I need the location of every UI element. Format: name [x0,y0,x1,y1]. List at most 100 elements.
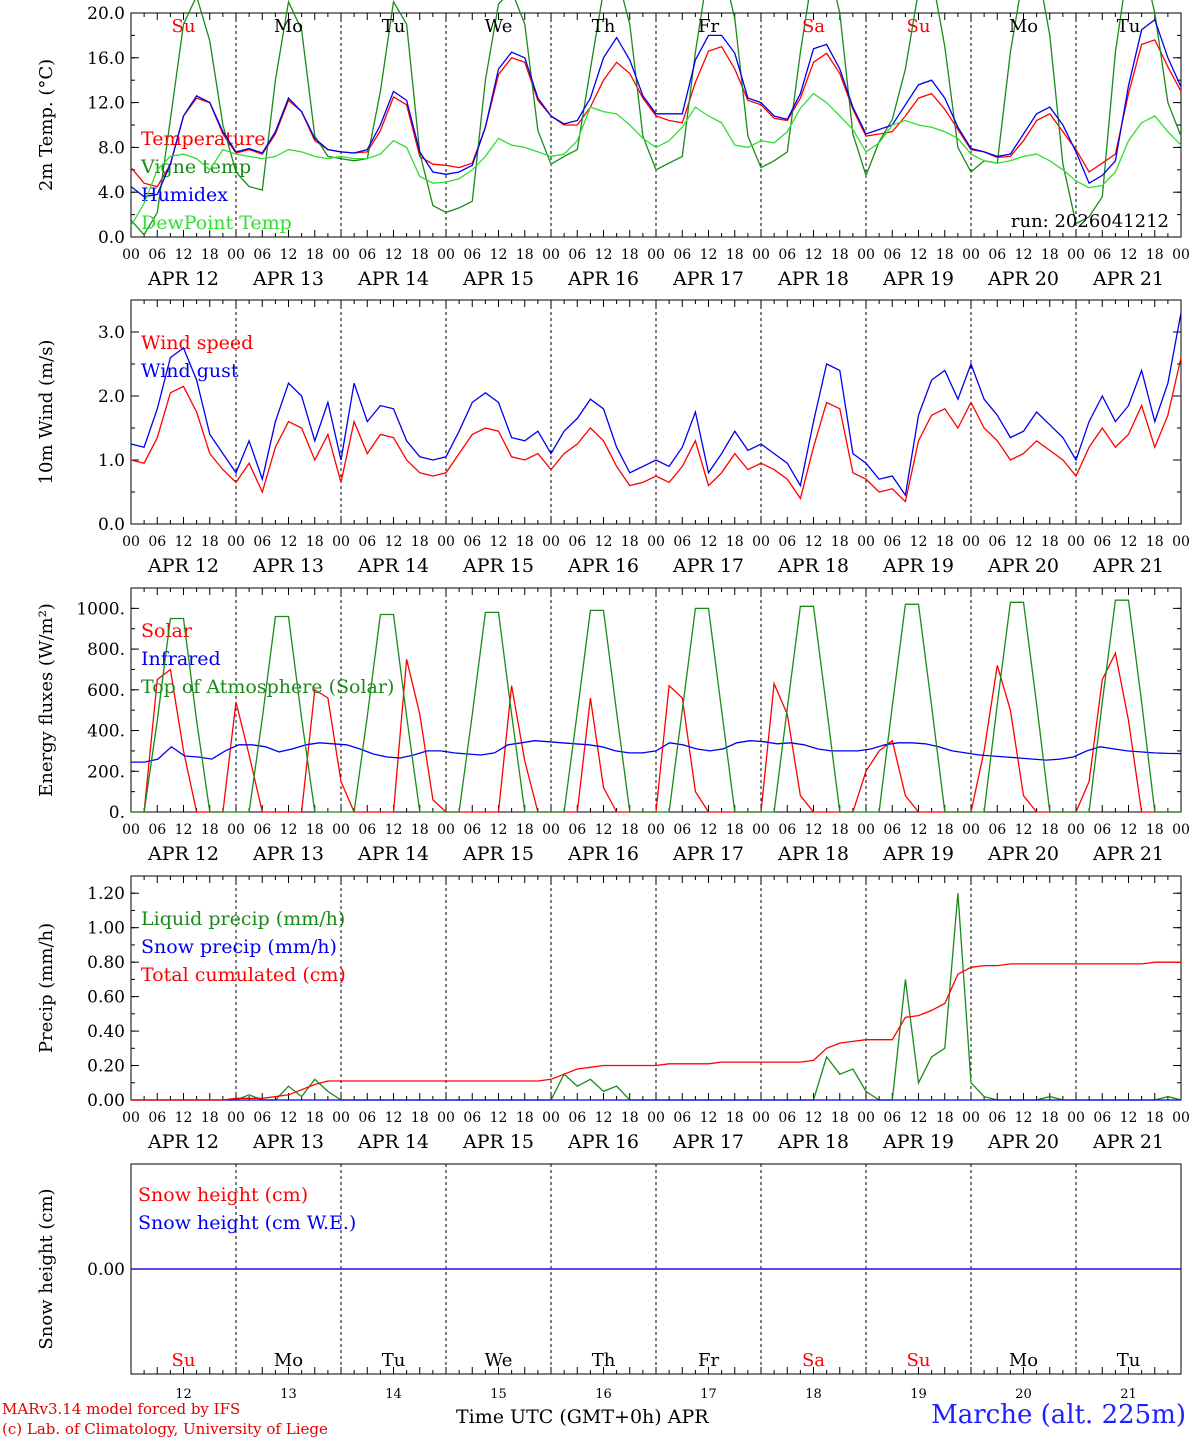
series-line-humidex [130,18,1182,198]
hour-tick-label: 00 [227,822,245,838]
hour-tick-label: 00 [332,1110,350,1126]
hour-tick-label: 12 [490,247,508,263]
hour-tick-label: 18 [411,247,429,263]
hour-tick-label: 18 [936,822,954,838]
hour-tick-label: 00 [227,247,245,263]
hour-tick-label: 18 [726,1110,744,1126]
hour-tick-label: 12 [280,247,298,263]
hour-tick-label: 06 [883,534,901,550]
y-tick-label: 8.0 [98,138,125,158]
date-label: APR 19 [882,268,954,290]
legend-entry: Wind gust [141,360,239,382]
hour-tick-label: 18 [516,822,534,838]
legend-entry: Top of Atmosphere (Solar) [141,676,394,698]
hour-tick-label: 12 [595,534,613,550]
day-name-label: Mo [1009,16,1038,37]
y-tick-label: 20.0 [87,4,125,24]
hour-tick-label: 18 [411,1110,429,1126]
hour-tick-label: 00 [1067,822,1085,838]
legend-entry: Liquid precip (mm/h) [141,908,345,930]
hour-tick-label: 00 [542,822,560,838]
y-tick-label: 0.80 [87,953,125,973]
hour-tick-label: 18 [726,247,744,263]
y-tick-label: 0.0 [98,228,125,248]
hour-tick-label: 06 [1093,822,1111,838]
y-tick-label: 2.0 [98,387,125,407]
hour-tick-label: 18 [726,534,744,550]
date-label: APR 19 [882,843,954,865]
hour-tick-label: 06 [568,822,586,838]
day-number-label: 12 [175,1387,192,1400]
hour-tick-label: 00 [437,1110,455,1126]
hour-tick-label: 12 [805,822,823,838]
hour-tick-label: 18 [306,247,324,263]
day-number-label: 19 [910,1387,927,1400]
day-name-label: Mo [274,1350,303,1371]
meteogram-chart: 0.0 4.0 8.0 12.0 16.0 20.0 2m Temp. (°C) Temper… [36,0,1190,1400]
hour-tick-label: 18 [936,1110,954,1126]
hour-tick-label: 00 [857,822,875,838]
day-number-label: 18 [805,1387,822,1400]
hour-tick-label: 06 [463,822,481,838]
date-label: APR 13 [252,843,324,865]
legend-entry: Snow precip (mm/h) [141,936,337,958]
y-tick-label: 12.0 [87,94,125,114]
y-tick-label: 600. [87,681,125,701]
y-tick-label: 0.00 [87,1091,125,1111]
station-label: Marche (alt. 225m) [931,1400,1186,1430]
hour-tick-label: 06 [673,822,691,838]
hour-tick-label: 12 [1120,1110,1138,1126]
y-tick-label: 0.40 [87,1022,125,1042]
day-name-label: Tu [1117,16,1141,37]
hour-tick-label: 12 [595,1110,613,1126]
hour-tick-label: 06 [148,534,166,550]
hour-tick-label: 06 [988,822,1006,838]
hour-tick-label: 18 [726,822,744,838]
hour-tick-label: 12 [1120,534,1138,550]
panel-frame-energy [130,587,1182,813]
day-name-label: Th [592,16,616,37]
hour-tick-label: 12 [910,1110,928,1126]
run-annotation: run: 2026041212 [1011,211,1169,232]
date-label: APR 14 [357,1131,429,1153]
hour-tick-label: 12 [1120,822,1138,838]
hour-tick-label: 18 [936,534,954,550]
date-label: APR 16 [567,843,639,865]
hour-tick-label: 06 [673,534,691,550]
y-tick-label: 3.0 [98,323,125,343]
hour-tick-label: 12 [385,247,403,263]
hour-tick-label: 00 [332,822,350,838]
day-name-label: Tu [382,16,406,37]
day-name-label: Su [172,16,196,37]
series-line-wind-speed [130,357,1182,503]
lab-credit: (c) Lab. of Climatology, University of L… [2,1420,328,1438]
hour-tick-label: 18 [621,1110,639,1126]
legend-entry: Humidex [141,184,228,206]
hour-tick-label: 06 [253,822,271,838]
date-label: APR 13 [252,268,324,290]
hour-tick-label: 06 [568,1110,586,1126]
hour-tick-label: 12 [910,534,928,550]
hour-tick-label: 18 [516,247,534,263]
day-name-label: Sa [802,1350,825,1371]
hour-tick-label: 06 [463,247,481,263]
hour-tick-label: 18 [621,534,639,550]
hour-tick-label: 18 [1041,534,1059,550]
legend-entry: Temperature [141,128,265,150]
hour-tick-label: 18 [1041,822,1059,838]
hour-tick-label: 00 [647,1110,665,1126]
hour-tick-label: 12 [910,247,928,263]
hour-tick-label: 18 [1041,1110,1059,1126]
day-number-label: 13 [280,1387,297,1400]
hour-tick-label: 18 [621,822,639,838]
hour-tick-label: 00 [857,534,875,550]
date-label: APR 18 [777,268,849,290]
hour-tick-label: 00 [752,247,770,263]
y-axis-label: Energy fluxes (W/m²) [36,603,57,797]
y-tick-label: 400. [87,722,125,742]
y-tick-label: 1000. [76,599,125,619]
hour-tick-label: 18 [936,247,954,263]
date-label: APR 13 [252,1131,324,1153]
date-label: APR 19 [882,1131,954,1153]
day-number-label: 16 [595,1387,612,1400]
